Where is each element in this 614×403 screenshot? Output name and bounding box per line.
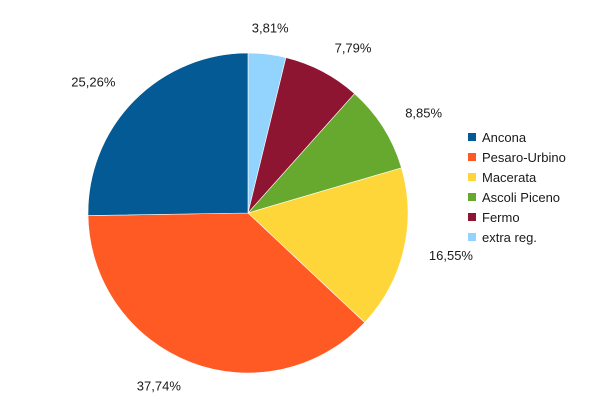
legend-swatch bbox=[468, 233, 476, 241]
legend-item-fermo: Fermo bbox=[468, 207, 566, 227]
legend-item-ascoli-piceno: Ascoli Piceno bbox=[468, 187, 566, 207]
legend-label: extra reg. bbox=[482, 229, 537, 245]
legend-item-extra-reg: extra reg. bbox=[468, 227, 566, 247]
legend-label: Pesaro-Urbino bbox=[482, 149, 566, 165]
data-label-fermo: 7,79% bbox=[335, 40, 372, 55]
data-label-extra-reg: 3,81% bbox=[252, 20, 289, 35]
data-label-macerata: 16,55% bbox=[429, 248, 474, 263]
data-label-pesaro-urbino: 37,74% bbox=[137, 379, 182, 394]
legend-swatch bbox=[468, 173, 476, 181]
legend-label: Ancona bbox=[482, 129, 527, 145]
pie-slice-macerata bbox=[247, 167, 409, 323]
legend-item-pesaro-urbino: Pesaro-Urbino bbox=[468, 147, 566, 167]
legend-item-macerata: Macerata bbox=[468, 167, 566, 187]
legend-swatch bbox=[468, 213, 476, 221]
data-label-ancona: 25,26% bbox=[71, 75, 116, 90]
pie-value-labels: 3,81% 7,79% 8,85% 16,55% 37,74% 25,26% bbox=[71, 20, 473, 393]
data-label-ascoli-piceno: 8,85% bbox=[405, 106, 442, 121]
legend-label: Ascoli Piceno bbox=[482, 189, 561, 205]
pie-slice-pesaro-urbino bbox=[87, 212, 366, 374]
pie-slice-ancona bbox=[87, 52, 249, 216]
legend-label: Macerata bbox=[482, 169, 537, 185]
legend-item-ancona: Ancona bbox=[468, 127, 566, 147]
legend-swatch bbox=[468, 193, 476, 201]
pie-slice-ascoli-piceno bbox=[247, 93, 402, 214]
legend-swatch bbox=[468, 153, 476, 161]
legend: Ancona Pesaro-Urbino Macerata Ascoli Piceno… bbox=[468, 127, 566, 247]
legend-label: Fermo bbox=[482, 209, 520, 225]
pie-slices bbox=[87, 52, 409, 374]
legend-swatch bbox=[468, 133, 476, 141]
